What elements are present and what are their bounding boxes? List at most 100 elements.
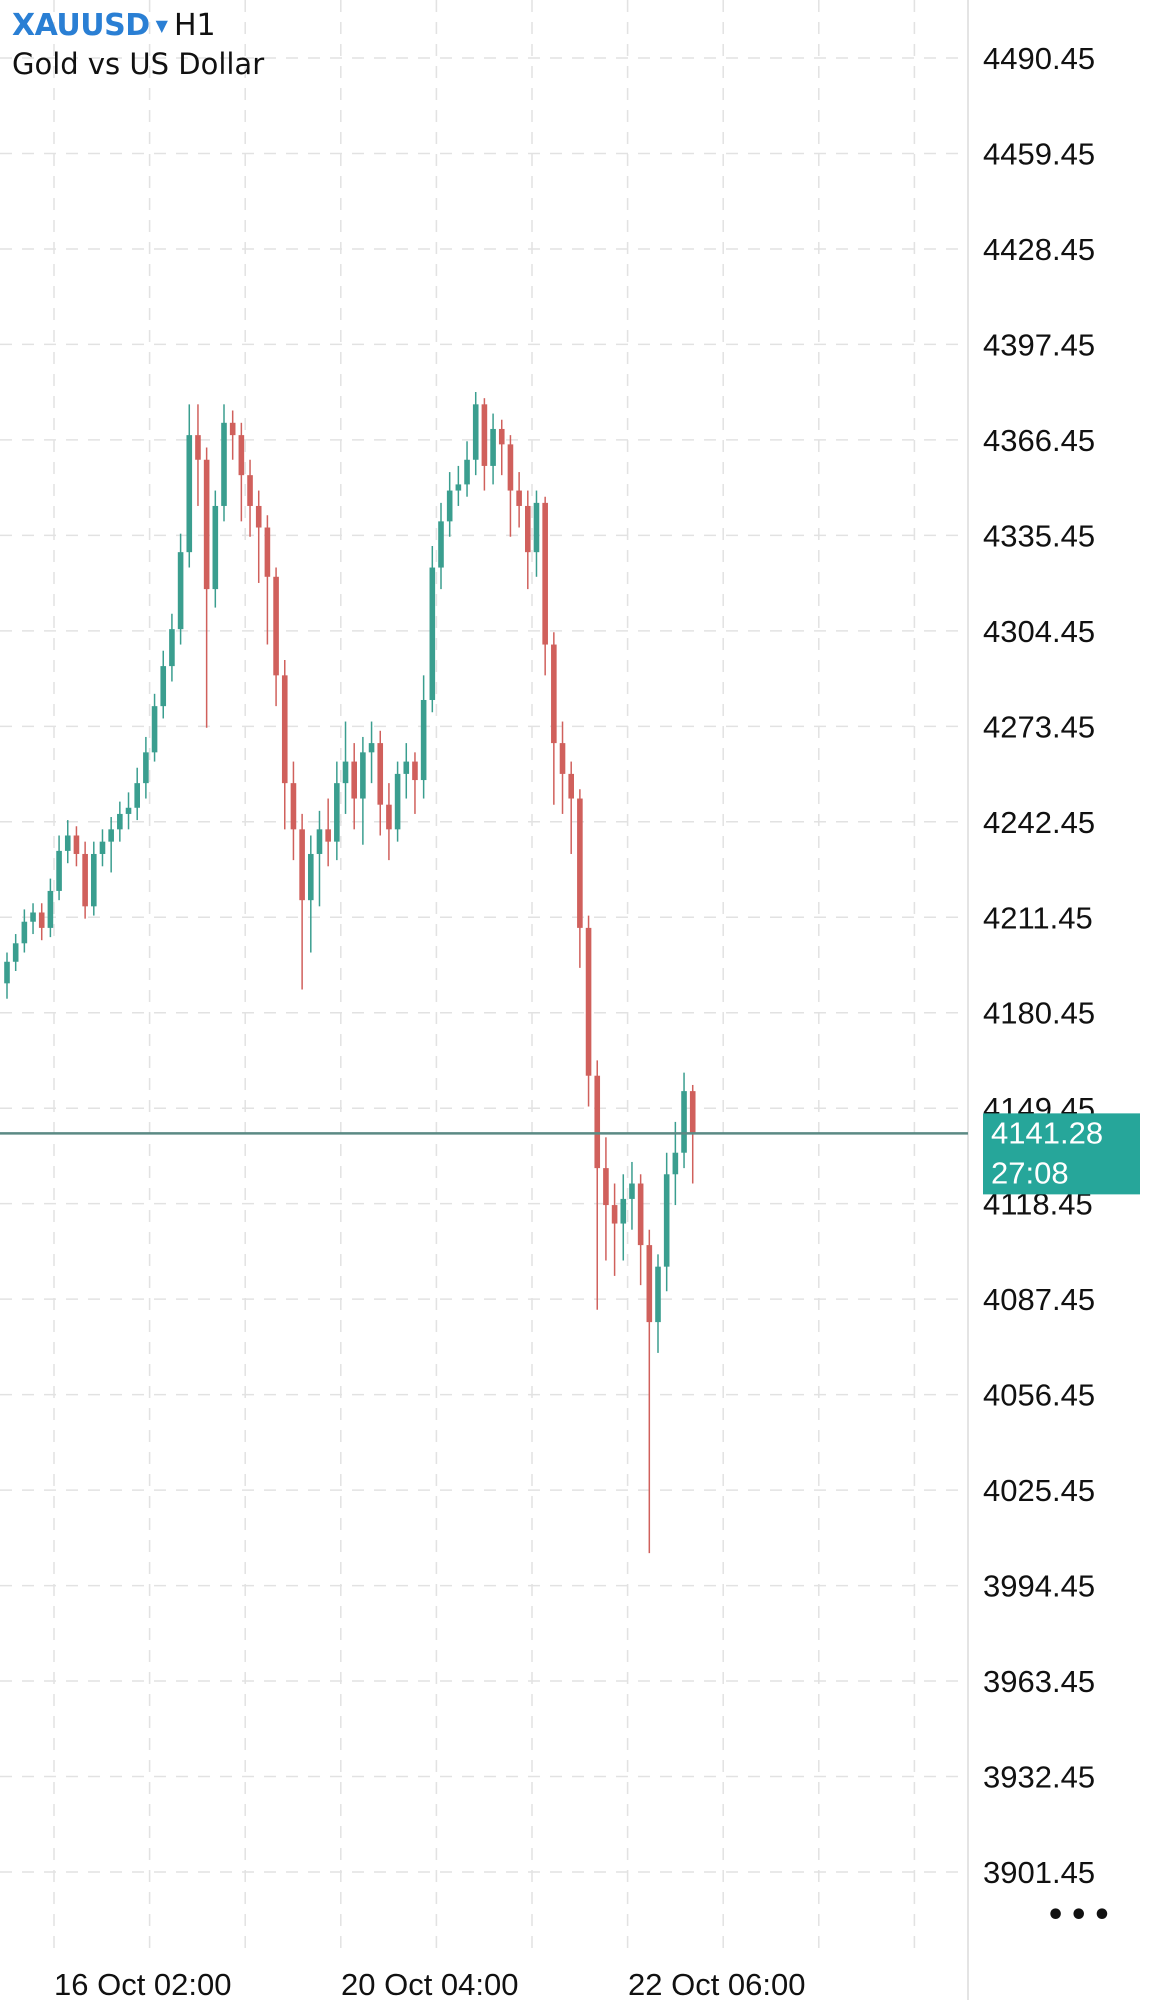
time-tick-label: 16 Oct 02:00 [54, 1967, 232, 2000]
candle-bearish [481, 398, 488, 491]
candle-body [38, 912, 45, 928]
candle-bullish [368, 721, 375, 784]
candle-bearish [577, 789, 583, 968]
price-axis[interactable]: 4490.45 4459.45 4428.45 4397.45 4366.45 4335.… [983, 41, 1095, 1890]
candle-body [281, 675, 288, 784]
candle-body [108, 829, 114, 842]
candle-body [525, 505, 531, 553]
candle-body [134, 783, 140, 808]
candle-bearish [73, 826, 80, 867]
candle-body [21, 921, 28, 944]
candle-body [247, 475, 253, 506]
candle-bullish [169, 613, 175, 682]
candle-bullish [490, 413, 496, 485]
candle-bullish [186, 404, 193, 568]
candle-body [603, 1168, 609, 1206]
candle-body [4, 961, 10, 984]
candle-body [455, 484, 462, 491]
candle-body [568, 773, 574, 799]
candle-bullish [438, 502, 444, 590]
candle-body [91, 853, 97, 907]
candle-body [611, 1205, 618, 1224]
candle-bullish [472, 392, 479, 476]
timeframe-label[interactable]: H1 [173, 8, 216, 43]
candle-bullish [108, 817, 114, 873]
candle-body [160, 666, 167, 707]
candle-bullish [420, 675, 427, 799]
candle-bullish [221, 404, 227, 522]
price-tick-label: 4490.45 [983, 41, 1095, 76]
candle-bearish [255, 490, 262, 583]
dropdown-caret-icon[interactable]: ▼ [155, 16, 168, 35]
candle-body [429, 567, 436, 700]
candle-body [186, 435, 193, 553]
candle-bullish [429, 545, 436, 713]
price-tick-label: 4459.45 [983, 136, 1095, 171]
candle-body [299, 829, 305, 901]
price-tick-label: 3994.45 [983, 1569, 1095, 1604]
price-tick-label: 4025.45 [983, 1473, 1095, 1508]
candle-body [689, 1091, 696, 1135]
candle-body [681, 1091, 687, 1153]
candle-bearish [603, 1137, 609, 1261]
candle-bearish [299, 813, 305, 990]
candle-bearish [203, 447, 210, 728]
candle-bullish [64, 820, 71, 864]
candle-body [151, 706, 158, 753]
candle-bullish [56, 835, 62, 901]
candle-body [99, 841, 106, 854]
price-tick-label: 4273.45 [983, 709, 1095, 744]
candle-body [637, 1183, 644, 1246]
candle-body [420, 699, 427, 781]
candle-bearish [325, 798, 331, 867]
price-tick-label: 4087.45 [983, 1282, 1095, 1317]
time-axis[interactable]: 16 Oct 02:00 20 Oct 04:00 22 Oct 06:00 [54, 1967, 806, 2000]
candle-body [377, 743, 384, 805]
candle-bearish [281, 659, 288, 830]
candle-bearish [611, 1183, 618, 1276]
candle-bullish [316, 810, 323, 907]
candle-bearish [351, 743, 357, 830]
candle-body [542, 502, 548, 645]
candle-body [446, 490, 453, 522]
current-price-tag-bg [983, 1113, 1140, 1195]
candle-body [351, 761, 357, 799]
candle-body [403, 761, 410, 774]
candle-bearish [594, 1060, 601, 1310]
candle-bullish [30, 903, 36, 935]
price-tick-label: 3963.45 [983, 1664, 1095, 1699]
candle-body [47, 890, 54, 928]
candle-body [464, 459, 470, 485]
candle-bearish [559, 721, 566, 814]
candle-bullish [12, 934, 19, 972]
candle-bullish [177, 533, 184, 645]
price-tick-label: 4366.45 [983, 423, 1095, 458]
candle-bullish [403, 743, 410, 799]
candle-body [64, 835, 71, 851]
price-tick-label: 4335.45 [983, 518, 1095, 553]
candle-body [73, 835, 80, 854]
candle-body [143, 752, 149, 784]
candle-bearish [498, 419, 505, 476]
candle-body [551, 644, 557, 744]
candle-body [585, 927, 592, 1076]
candle-body [221, 422, 227, 506]
candle-body [394, 773, 401, 830]
symbol-name[interactable]: XAUUSD [12, 8, 150, 43]
candle-body [169, 629, 175, 667]
price-tick-label: 3901.45 [983, 1855, 1095, 1890]
candle-body [559, 743, 566, 774]
candle-bearish [264, 515, 271, 645]
candle-body [56, 850, 62, 891]
candle-body [672, 1152, 679, 1175]
candle-bullish [620, 1174, 627, 1261]
candle-bearish [38, 903, 45, 941]
candle-bullish [464, 441, 470, 497]
candle-bearish [585, 915, 592, 1107]
current-price-tag: 4141.28 27:08 [983, 1113, 1140, 1195]
more-options-button[interactable]: ••• [1046, 1898, 1116, 1933]
time-tick-label: 22 Oct 06:00 [628, 1967, 806, 2000]
price-tick-label: 4242.45 [983, 805, 1095, 840]
symbol-row[interactable]: XAUUSD ▼ H1 [12, 8, 264, 43]
